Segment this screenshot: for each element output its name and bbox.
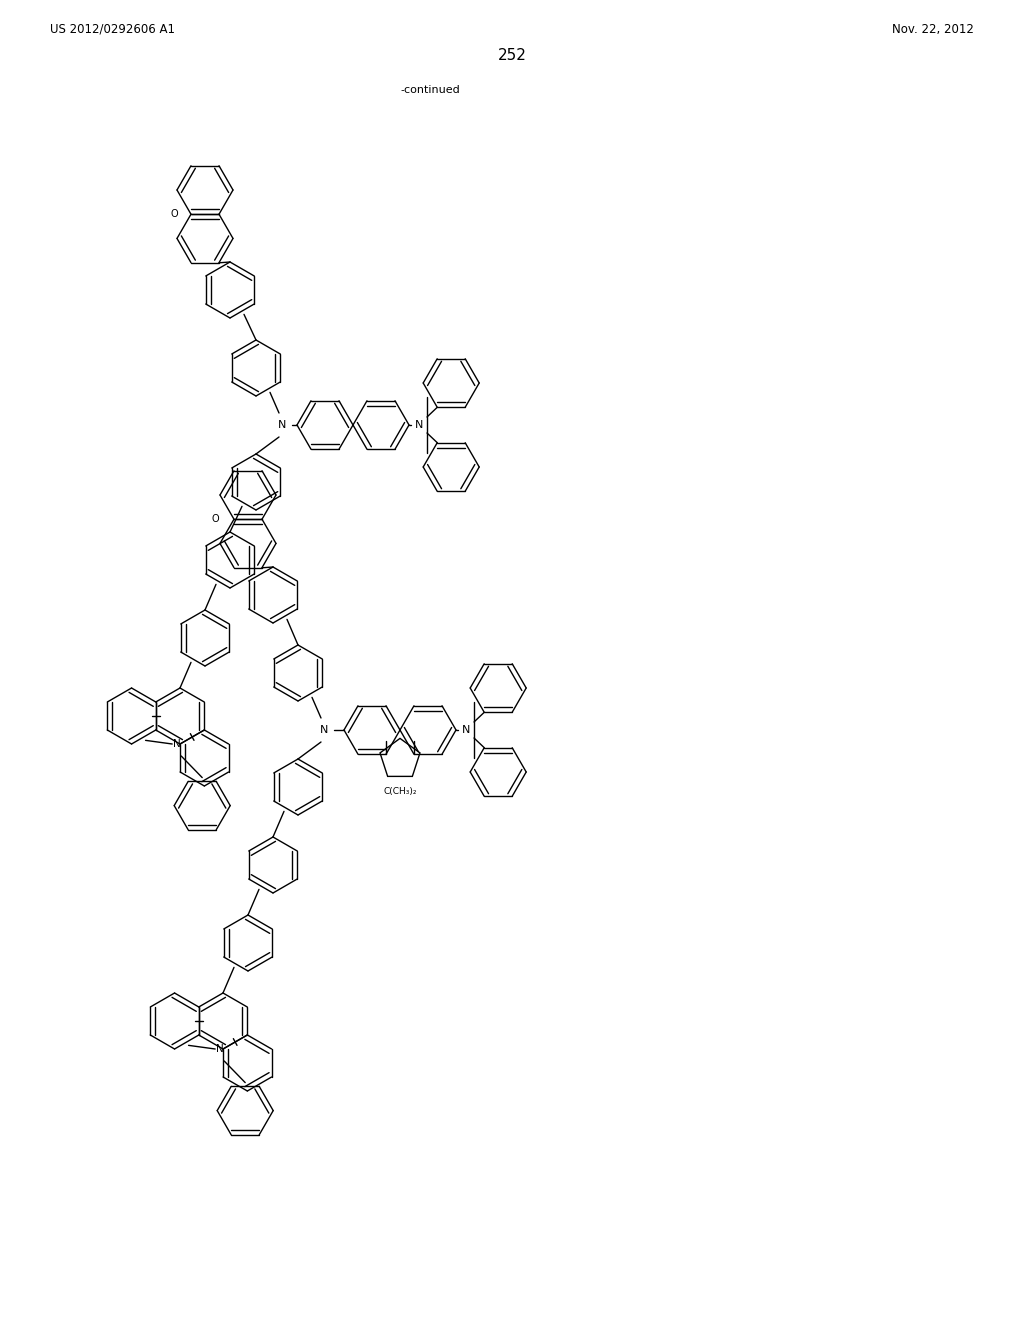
Text: US 2012/0292606 A1: US 2012/0292606 A1	[50, 22, 175, 36]
Text: Nov. 22, 2012: Nov. 22, 2012	[892, 22, 974, 36]
Text: 252: 252	[498, 48, 526, 63]
Text: O: O	[211, 515, 219, 524]
Text: C(CH₃)₂: C(CH₃)₂	[383, 788, 417, 796]
Text: N: N	[278, 420, 286, 430]
Text: N: N	[173, 739, 181, 748]
Text: N: N	[462, 725, 470, 735]
Text: -continued: -continued	[400, 84, 460, 95]
Text: N: N	[216, 1044, 224, 1053]
Text: N: N	[319, 725, 328, 735]
Text: O: O	[170, 209, 178, 219]
Text: N: N	[415, 420, 423, 430]
